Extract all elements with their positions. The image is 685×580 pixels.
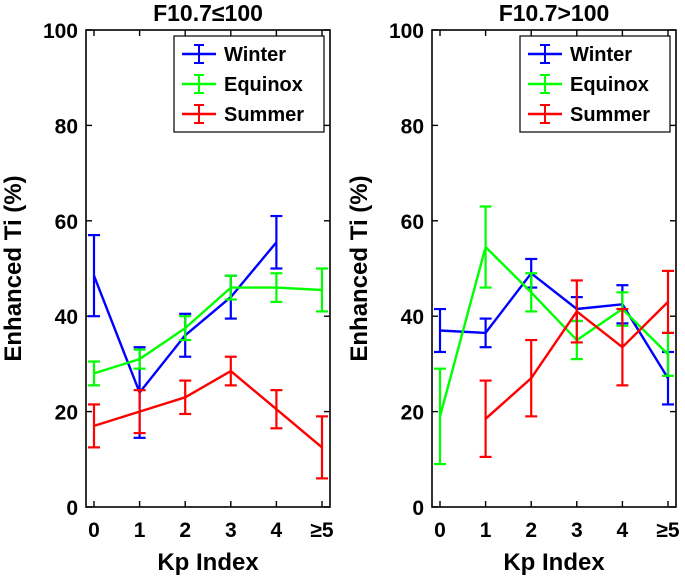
error-bar <box>316 267 328 313</box>
x-axis-label: Kp Index <box>503 549 605 576</box>
error-bar <box>316 415 328 480</box>
legend-label: Summer <box>224 104 304 126</box>
legend: Winter Equinox Summer <box>173 35 325 133</box>
legend-label: Winter <box>224 44 286 66</box>
error-bar <box>88 403 100 449</box>
x-tick-label: 0 <box>434 519 446 542</box>
legend-item-winter: Winter <box>528 44 632 66</box>
chart-panel-1: F10.7≤100 0 20 40 60 80 100 0 1 2 3 4 ≥5 Kp Index Enha… <box>0 0 334 576</box>
error-bar <box>179 315 192 342</box>
y-tick-label: 60 <box>55 211 78 234</box>
error-bar <box>434 367 446 466</box>
series-line <box>93 286 323 375</box>
error-bar <box>179 379 192 416</box>
y-tick-label: 0 <box>412 497 424 520</box>
y-tick-label: 0 <box>66 497 78 520</box>
y-tick-label: 40 <box>55 306 78 329</box>
error-bar <box>270 214 283 270</box>
legend-item-winter: Winter <box>182 44 286 66</box>
y-tick-label: 100 <box>389 20 424 43</box>
legend-label: Winter <box>570 44 632 66</box>
legend-label: Equinox <box>570 74 649 96</box>
y-tick-label: 100 <box>43 20 78 43</box>
series-line <box>438 245 669 417</box>
x-tick-label: 3 <box>571 519 583 542</box>
series-equinox <box>88 267 328 387</box>
series-summer <box>479 269 674 459</box>
series-line <box>93 369 323 449</box>
x-tick-label: ≥5 <box>656 519 680 542</box>
error-bar <box>88 234 100 318</box>
error-bar <box>662 269 674 334</box>
x-tick-label: 4 <box>271 519 283 542</box>
legend-item-equinox: Equinox <box>182 74 303 96</box>
error-bar <box>616 307 629 387</box>
x-tick-label: 4 <box>617 519 629 542</box>
error-bar <box>479 379 492 459</box>
error-bar <box>270 389 283 430</box>
axes-box <box>431 29 677 508</box>
x-tick-label: 2 <box>525 519 537 542</box>
legend-label: Summer <box>570 104 650 126</box>
x-axis-label: Kp Index <box>157 549 259 576</box>
legend-item-summer: Summer <box>182 104 304 126</box>
error-bar <box>133 389 146 435</box>
error-bar <box>434 307 446 354</box>
error-bar <box>479 317 492 349</box>
x-tick-label: 3 <box>225 519 237 542</box>
error-bar <box>224 274 237 301</box>
error-bar <box>270 272 283 303</box>
x-tick-label: 2 <box>179 519 191 542</box>
y-tick-label: 20 <box>401 402 424 425</box>
y-axis-label: Enhanced Ti (%) <box>346 175 373 361</box>
chart-title: F10.7>100 <box>499 0 610 26</box>
y-tick-label: 20 <box>55 402 78 425</box>
legend-item-summer: Summer <box>528 104 650 126</box>
x-tick-label: 1 <box>134 519 146 542</box>
error-bar <box>525 272 538 313</box>
y-tick-label: 40 <box>401 306 424 329</box>
legend: Winter Equinox Summer <box>519 35 671 133</box>
series-equinox <box>434 205 674 466</box>
y-tick-label: 80 <box>401 115 424 138</box>
chart-panel-2: F10.7>100 0 20 40 60 80 100 0 1 2 3 4 ≥5 Kp Index Enha… <box>346 0 680 576</box>
series-summer <box>88 355 328 480</box>
error-bar <box>479 205 492 289</box>
y-tick-label: 60 <box>401 211 424 234</box>
y-axis-label: Enhanced Ti (%) <box>0 175 27 361</box>
x-tick-label: 0 <box>88 519 100 542</box>
error-bar <box>224 355 237 387</box>
legend-label: Equinox <box>224 74 303 96</box>
error-bar <box>88 360 100 387</box>
legend-item-equinox: Equinox <box>528 74 649 96</box>
x-tick-label: ≥5 <box>310 519 334 542</box>
x-tick-label: 1 <box>480 519 492 542</box>
y-tick-label: 80 <box>55 115 78 138</box>
axes-box <box>85 29 331 508</box>
error-bar <box>133 348 146 370</box>
error-bar <box>570 279 583 344</box>
error-bar <box>525 338 538 418</box>
chart-title: F10.7≤100 <box>153 0 263 26</box>
